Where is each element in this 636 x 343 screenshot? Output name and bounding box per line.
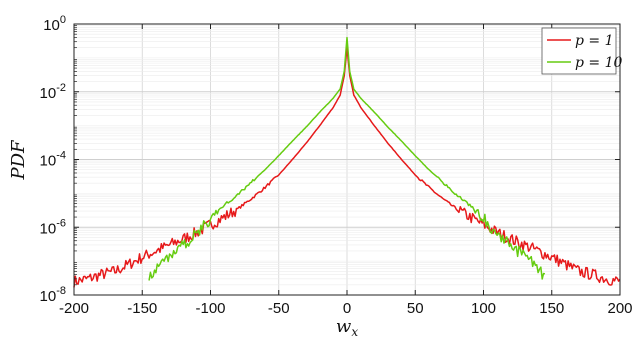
- x-axis-label-main: w: [336, 316, 352, 337]
- x-tick-label: -150: [127, 300, 157, 317]
- x-axis-label-subscript: x: [351, 325, 358, 339]
- series-group: [73, 36, 621, 288]
- y-tick-label: 100: [43, 14, 66, 34]
- x-tick-label: 0: [343, 300, 351, 317]
- y-tick-label: 10-8: [40, 285, 66, 305]
- x-tick-label: 200: [607, 300, 632, 317]
- x-tick-label: 50: [407, 300, 424, 317]
- y-axis-label: PDF: [8, 139, 29, 181]
- series-line-p1: [73, 46, 621, 288]
- y-tick-label: 10-6: [40, 217, 66, 237]
- ticks-group: -200 -150 -100 -50 0 50 100 150 200 100 10-2 10-4 10…: [40, 14, 633, 317]
- legend: p = 1 p = 10: [541, 27, 623, 75]
- x-tick-label: -100: [195, 300, 225, 317]
- series-line-p10: [148, 36, 546, 281]
- legend-label-p10: p = 10: [575, 55, 623, 71]
- x-tick-label: 150: [539, 300, 564, 317]
- y-tick-label: 10-2: [40, 82, 66, 102]
- legend-box: [541, 27, 617, 75]
- x-tick-label: -50: [268, 300, 290, 317]
- y-tick-label: 10-4: [40, 150, 66, 170]
- x-axis-label: wx: [336, 316, 358, 339]
- grid-lines: [74, 24, 620, 295]
- legend-label-p1: p = 1: [575, 33, 614, 49]
- x-tick-label: 100: [471, 300, 496, 317]
- x-tick-label: -200: [59, 300, 89, 317]
